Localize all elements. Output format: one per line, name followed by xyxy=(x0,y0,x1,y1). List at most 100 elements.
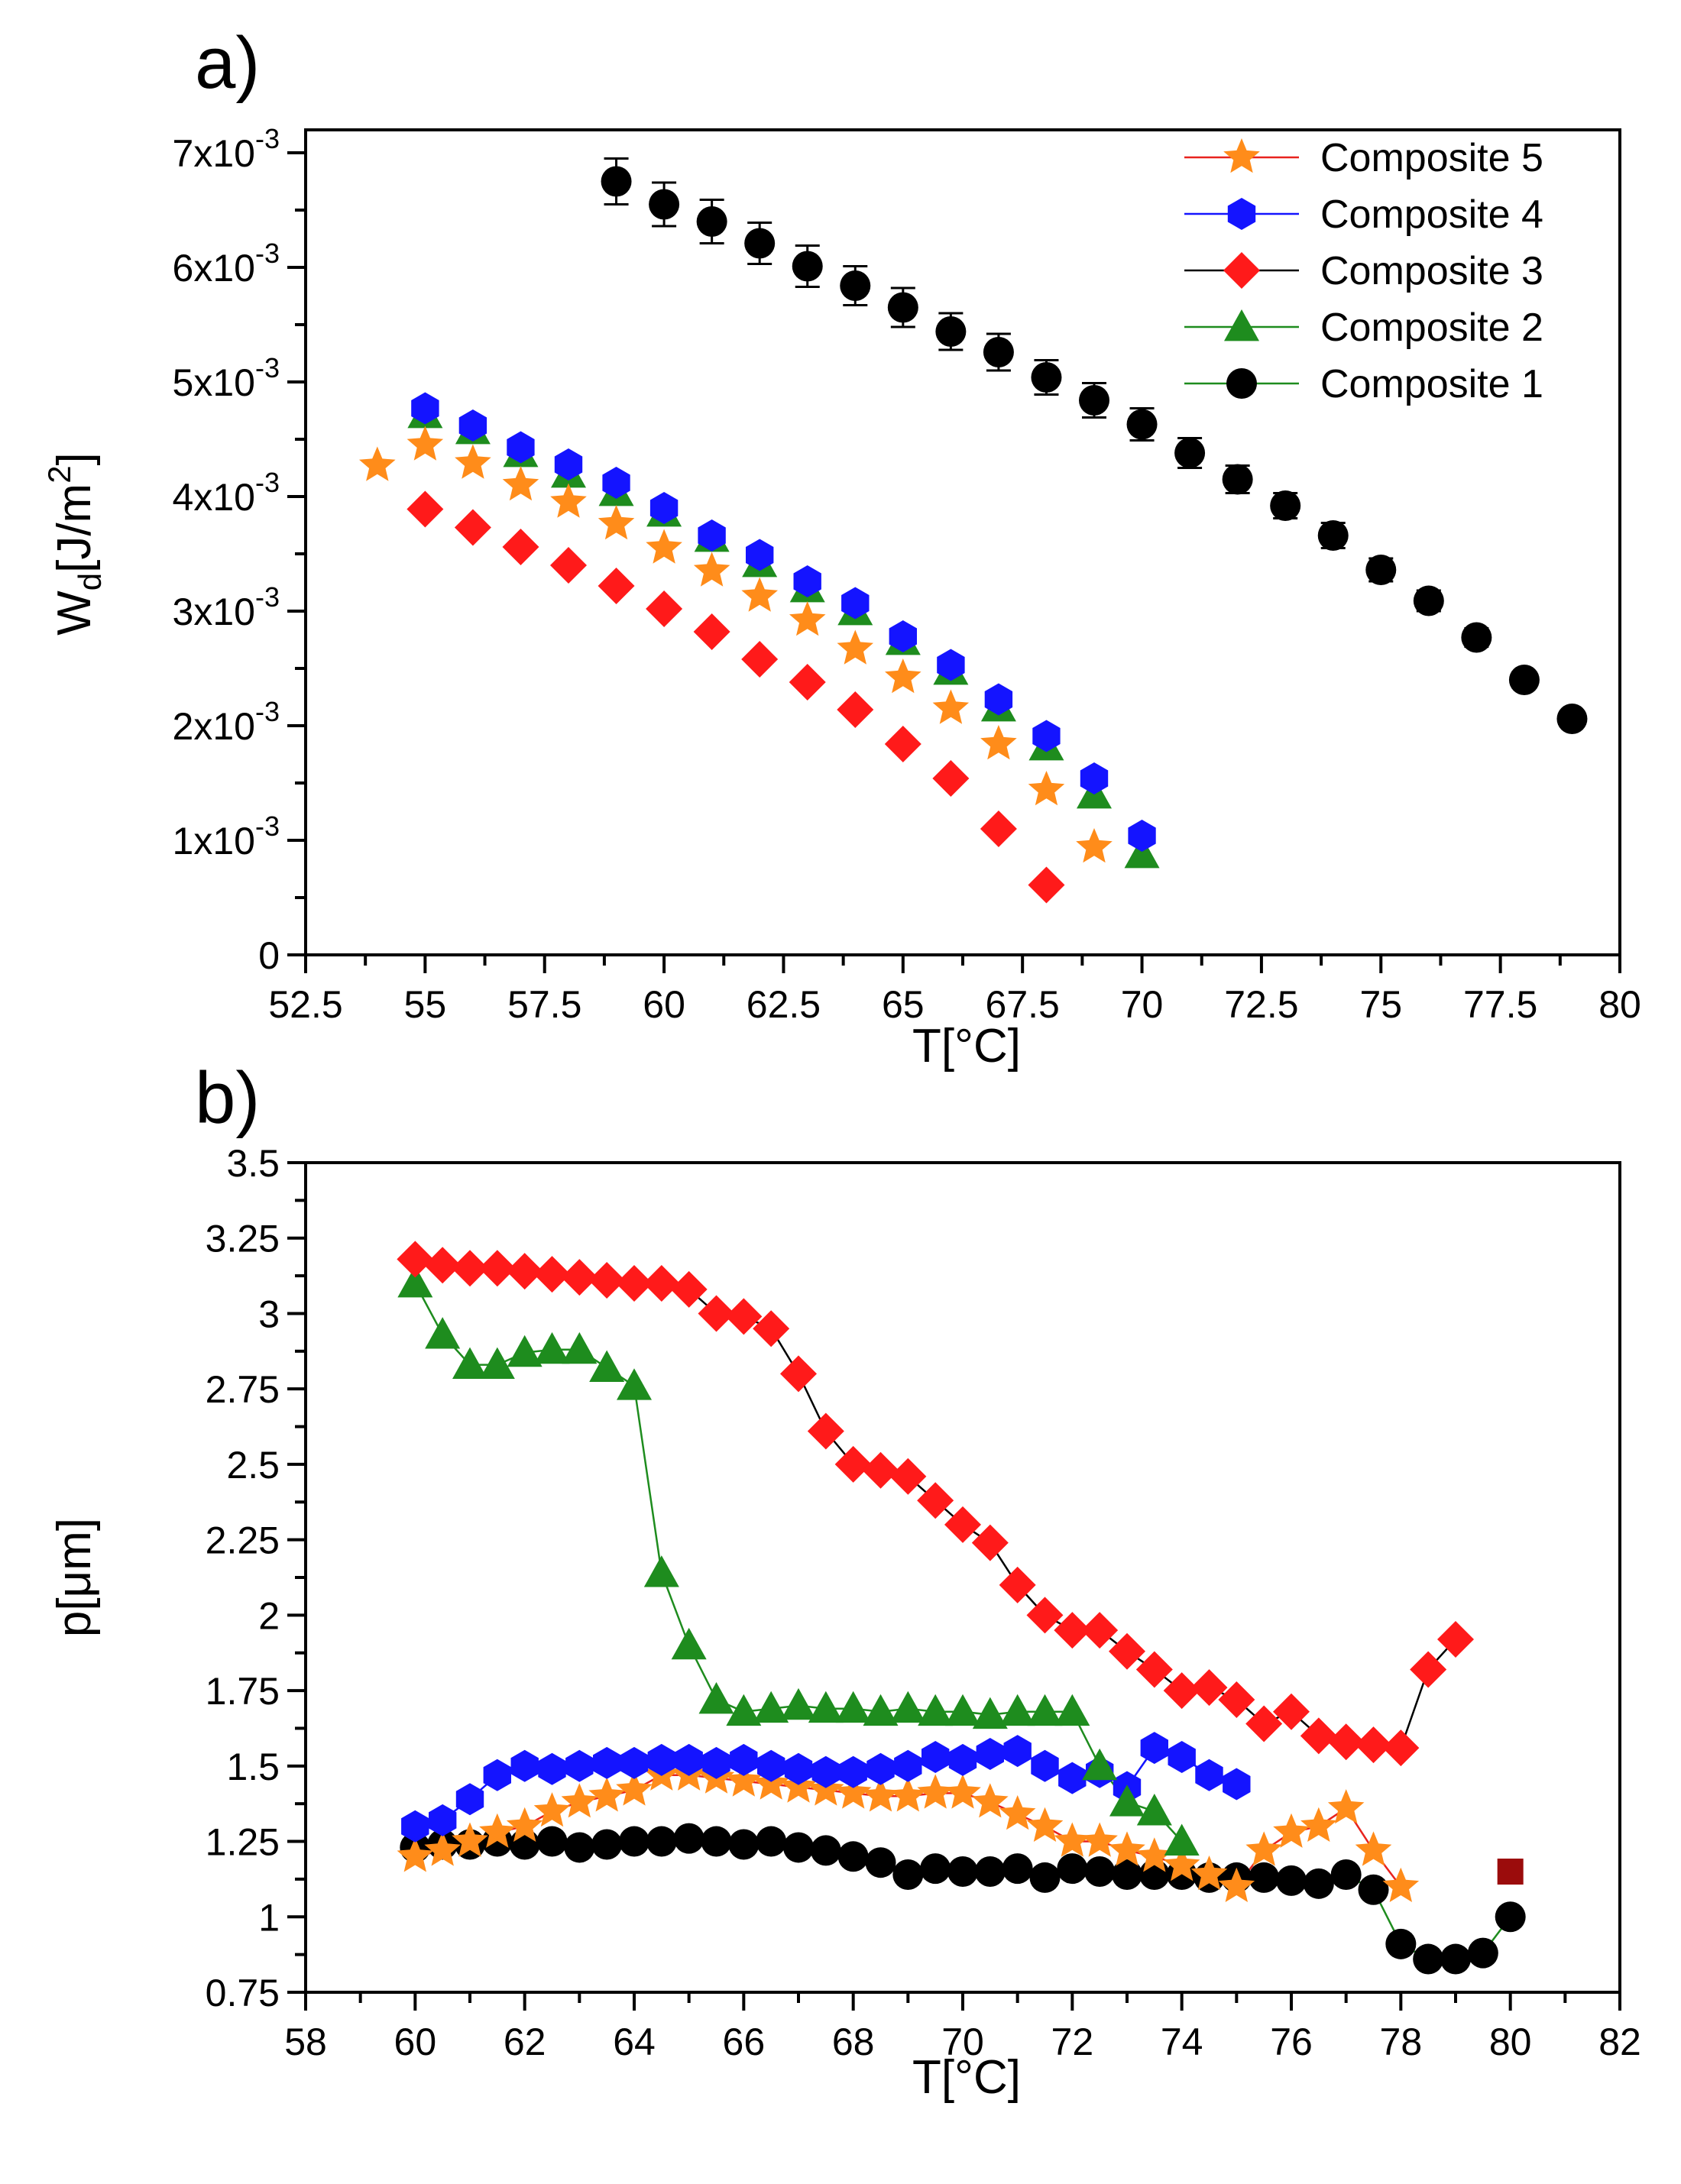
data-point xyxy=(1413,1943,1444,1975)
data-point xyxy=(944,1774,981,1809)
panel-a-y-tick-labels: 01x10-32x10-33x10-34x10-35x10-36x10-37x1… xyxy=(173,123,280,977)
data-point xyxy=(1057,1853,1088,1885)
data-point xyxy=(1082,1748,1118,1781)
x-tick-label: 62 xyxy=(504,2021,546,2063)
x-tick-label: 74 xyxy=(1161,2021,1203,2063)
y-tick-label: 2.75 xyxy=(206,1368,280,1411)
data-point xyxy=(479,1813,516,1848)
data-point xyxy=(728,1829,760,1860)
data-point xyxy=(671,1627,707,1660)
data-point xyxy=(1126,409,1158,440)
data-point xyxy=(974,1856,1006,1888)
data-point xyxy=(424,1247,462,1284)
data-point xyxy=(780,1355,817,1393)
data-point xyxy=(617,1368,652,1400)
panel-a-tag: a) xyxy=(195,22,260,104)
data-point xyxy=(1163,1672,1200,1710)
y-tick-exponent: -3 xyxy=(255,352,280,383)
data-point xyxy=(1327,1723,1365,1761)
data-point xyxy=(862,1777,899,1812)
data-point xyxy=(1355,1831,1392,1866)
data-point xyxy=(1218,1867,1255,1902)
series-composite-4 xyxy=(401,1732,1251,1843)
legend-marker xyxy=(1223,252,1260,289)
data-point xyxy=(887,292,918,323)
data-point xyxy=(971,1524,1009,1561)
data-point xyxy=(781,1687,816,1720)
data-point xyxy=(506,1807,543,1842)
data-point xyxy=(783,1832,814,1863)
data-point xyxy=(1032,720,1061,752)
ylabel-w: W xyxy=(48,590,101,636)
data-point xyxy=(649,492,679,524)
y-tick-mantissa: 3x10 xyxy=(173,590,255,633)
data-point xyxy=(359,446,396,481)
panel-b-tag: b) xyxy=(195,1057,260,1139)
data-point xyxy=(589,1350,625,1382)
data-point xyxy=(810,1835,841,1866)
data-point xyxy=(1054,1694,1090,1726)
x-tick-label: 80 xyxy=(1598,983,1641,1026)
data-point xyxy=(507,1335,543,1367)
data-point xyxy=(538,1752,566,1785)
data-point xyxy=(616,1771,653,1806)
y-tick-label: 1x10-3 xyxy=(173,811,280,862)
data-point xyxy=(808,1771,844,1806)
data-point xyxy=(984,683,1013,716)
y-tick-label: 1.75 xyxy=(206,1670,280,1713)
data-point xyxy=(1413,585,1444,616)
data-point xyxy=(647,1743,675,1776)
y-tick-label: 7x10-3 xyxy=(173,123,280,175)
data-point xyxy=(619,1826,649,1857)
data-point xyxy=(643,1264,680,1302)
x-tick-label: 67.5 xyxy=(986,983,1060,1026)
y-tick-mantissa: 4x10 xyxy=(173,476,255,519)
data-point xyxy=(1054,1612,1091,1649)
data-point xyxy=(598,505,635,540)
panel-b-y-tick-labels: 0.75 1 1.25 1.5 1.75 2 2.25 2.5 2.75 3 3.25 3.5 xyxy=(206,1142,280,2014)
data-point xyxy=(917,1482,954,1519)
y-tick-exponent: -3 xyxy=(255,238,280,269)
data-point xyxy=(620,1746,649,1779)
data-point xyxy=(839,1755,867,1788)
data-point xyxy=(1218,1681,1255,1718)
data-point xyxy=(506,1253,543,1290)
data-point xyxy=(646,529,682,564)
data-point xyxy=(980,725,1017,760)
data-point xyxy=(811,1755,840,1788)
data-point xyxy=(889,1777,927,1812)
data-point xyxy=(1174,438,1206,468)
data-point xyxy=(1031,362,1062,393)
data-point xyxy=(1168,1741,1196,1773)
data-point xyxy=(935,316,967,347)
data-point xyxy=(562,1331,598,1364)
data-point xyxy=(698,1681,734,1714)
data-point xyxy=(1195,1759,1223,1791)
data-point xyxy=(1249,1862,1280,1893)
data-point xyxy=(1109,1831,1145,1866)
data-point xyxy=(702,1746,730,1779)
y-tick-exponent: -3 xyxy=(255,467,280,498)
y-tick-mantissa: 7x10 xyxy=(173,132,255,175)
data-point xyxy=(411,392,439,425)
x-tick-label: 68 xyxy=(832,2021,875,2063)
data-point xyxy=(725,1298,763,1335)
x-tick-label: 82 xyxy=(1598,2021,1641,2063)
data-point xyxy=(932,760,970,797)
legend-label: Composite 5 xyxy=(1320,136,1543,180)
panel-a-legend: Composite 5 Composite 4 Composite 3 Composi… xyxy=(1184,136,1543,406)
data-point xyxy=(1327,1789,1365,1824)
data-point xyxy=(1382,1729,1420,1767)
x-tick-label: 66 xyxy=(723,2021,766,2063)
data-point xyxy=(885,658,921,694)
y-tick-mantissa: 6x10 xyxy=(173,247,255,290)
data-point xyxy=(1080,762,1109,794)
series-composite-3 xyxy=(406,490,1065,904)
data-point xyxy=(947,1856,978,1888)
y-tick-label: 1 xyxy=(258,1896,280,1939)
panel-b-y-axis-label: p[μm] xyxy=(48,1518,101,1637)
data-point xyxy=(726,1694,762,1726)
data-point xyxy=(1245,1831,1282,1866)
data-point xyxy=(757,1749,785,1782)
y-tick-mantissa: 5x10 xyxy=(173,361,255,404)
